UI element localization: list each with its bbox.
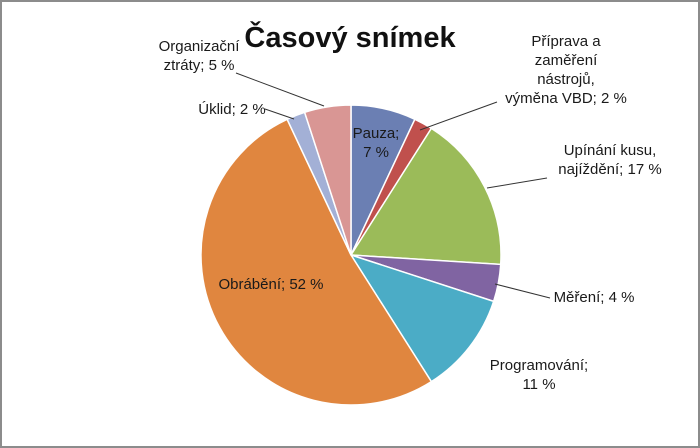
slice-label-line: Upínání kusu,	[564, 142, 657, 159]
leader-line	[264, 108, 295, 120]
slice-label: Upínání kusu, najíždění; 17 %	[558, 142, 661, 178]
slice-label: Příprava a zaměření nástrojů, výměna VBD; 2…	[505, 33, 627, 107]
slice-label: Obrábění; 52 %	[218, 276, 323, 293]
slice-label-line: 7 %	[363, 144, 389, 161]
slice-label-line: najíždění; 17 %	[558, 161, 661, 178]
slice-label-line: výměna VBD; 2 %	[505, 90, 627, 107]
slice-label-line: Úklid; 2 %	[198, 101, 266, 118]
slice-label: Měření; 4 %	[554, 289, 635, 306]
slice-label: Programování; 11 %	[490, 357, 588, 393]
pie-slice	[200, 118, 433, 406]
slice-label-line: 11 %	[522, 376, 555, 393]
pie-slice	[349, 127, 502, 266]
slice-label-line: nástrojů,	[537, 71, 595, 88]
slice-label-line: Organizační	[159, 38, 241, 55]
slice-label: Organizační ztráty; 5 %	[159, 38, 241, 74]
leader-line	[419, 101, 498, 131]
pie-slice	[349, 253, 495, 383]
slice-label-line: zaměření	[535, 52, 598, 69]
slice-label-line: Pauza;	[353, 125, 400, 142]
chart-title: Časový snímek	[244, 20, 456, 54]
slice-label-line: Obrábění; 52 %	[218, 276, 323, 293]
leader-line	[486, 177, 548, 189]
slice-label: Úklid; 2 %	[198, 101, 266, 118]
leader-line	[494, 283, 551, 299]
slice-label-line: Příprava a	[531, 33, 601, 50]
slice-label: Pauza; 7 %	[353, 125, 400, 161]
pie-slice	[303, 104, 352, 256]
slice-label-line: Programování;	[490, 357, 588, 374]
slice-label-line: ztráty; 5 %	[164, 57, 235, 74]
slice-label-line: Měření; 4 %	[554, 289, 635, 306]
leader-line	[235, 72, 325, 107]
